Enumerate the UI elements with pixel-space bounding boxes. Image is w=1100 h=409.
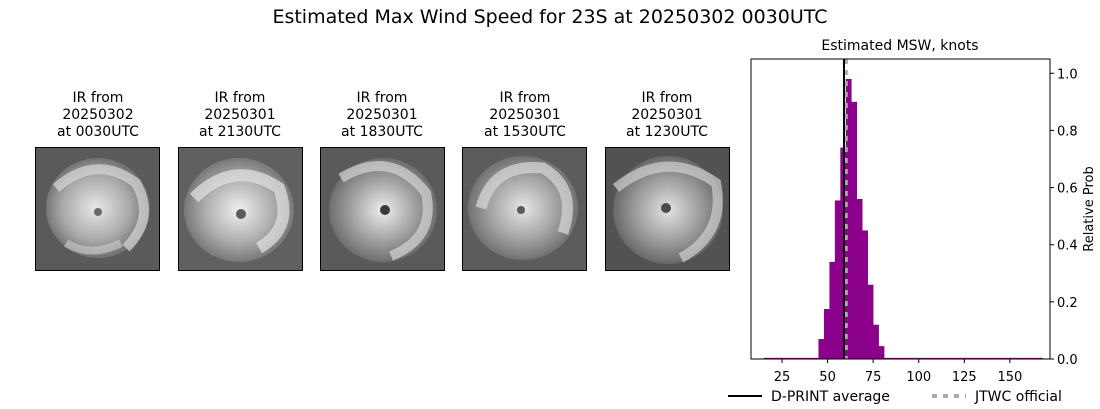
histogram-bar: [823, 309, 830, 359]
histogram-bar: [807, 357, 814, 359]
y-axis-label: Relative Prob: [1082, 166, 1097, 251]
y-tick-label: 0.4: [1057, 239, 1078, 254]
histogram-bar: [791, 357, 797, 359]
histogram-bar: [1004, 357, 1011, 359]
ir-panel-4-line2: 20250301: [489, 107, 561, 123]
histogram-bar: [889, 357, 896, 359]
histogram-bar: [916, 357, 923, 359]
y-tick-label: 0.8: [1057, 124, 1078, 139]
ir-panel-2-line3: at 2130UTC: [199, 124, 281, 140]
histogram-bar: [1031, 357, 1038, 359]
ir-panel-1-line2: 20250302: [62, 107, 134, 123]
histogram-bar: [785, 357, 792, 359]
ir-panel-title-1: IR from 20250302 at 0030UTC: [28, 90, 168, 141]
x-tick-label: 125: [952, 370, 977, 385]
x-axis-ticks: 25 50 75 100 125 150: [774, 359, 1022, 385]
plot-frame: [750, 58, 1051, 360]
histogram-bar: [938, 357, 945, 359]
ir-panel-3-line2: 20250301: [346, 107, 418, 123]
histogram-bar: [802, 357, 808, 359]
histogram-bar: [873, 324, 879, 359]
x-tick-label: 25: [774, 370, 791, 385]
y-tick-label: 0.6: [1057, 182, 1078, 197]
histogram-bar: [774, 357, 781, 359]
ir-panel-1-line3: at 0030UTC: [57, 124, 139, 140]
ir-panel-title-3: IR from 20250301 at 1830UTC: [312, 90, 452, 141]
histogram-bar: [856, 199, 863, 359]
chart-title: Estimated MSW, knots: [821, 38, 978, 54]
histogram-bar: [818, 339, 825, 359]
histogram-bar: [998, 357, 1005, 359]
ir-panel-4-line3: at 1530UTC: [484, 124, 566, 140]
chart-legend: D-PRINT average JTWC official: [728, 389, 1062, 405]
legend-jtwc-label: JTWC official: [974, 389, 1062, 405]
y-tick-label: 0.0: [1057, 353, 1078, 368]
ir-image-4: [462, 147, 587, 271]
histogram-bar: [982, 357, 989, 359]
histogram-bar: [988, 357, 994, 359]
reference-lines: [842, 59, 848, 359]
histogram-bar: [993, 357, 1000, 359]
ir-panel-2-line2: 20250301: [204, 107, 276, 123]
ir-panel-5-line3: at 1230UTC: [626, 124, 708, 140]
histogram-bar: [1020, 357, 1027, 359]
ir-image-5: [605, 147, 730, 271]
ir-panel-title-5: IR from 20250301 at 1230UTC: [597, 90, 737, 141]
histogram-bar: [1037, 357, 1044, 359]
histogram-bar: [966, 357, 972, 359]
histogram-bar: [769, 357, 776, 359]
histogram-bar: [845, 79, 852, 359]
x-tick-label: 75: [865, 370, 882, 385]
histogram-bars: [763, 79, 1044, 359]
histogram-bar: [1015, 357, 1022, 359]
histogram-bar: [763, 357, 770, 359]
histogram-bar: [927, 357, 934, 359]
ir-panel-title-2: IR from 20250301 at 2130UTC: [170, 90, 310, 141]
y-axis-ticks: 0.0 0.2 0.4 0.6 0.8 1.0: [1050, 67, 1078, 368]
x-tick-label: 50: [819, 370, 836, 385]
histogram-bar: [878, 346, 885, 359]
histogram-bar: [960, 357, 967, 359]
ir-panel-3-line1: IR from: [356, 90, 408, 106]
histogram-bar: [933, 357, 940, 359]
histogram-bar: [922, 357, 929, 359]
histogram-bar: [895, 357, 901, 359]
histogram-bar: [977, 357, 983, 359]
figure-title: Estimated Max Wind Speed for 23S at 2025…: [272, 6, 828, 28]
histogram-bar: [944, 357, 951, 359]
ir-panel-5-line1: IR from: [641, 90, 693, 106]
y-tick-label: 0.2: [1057, 296, 1078, 311]
ir-panel-1-line1: IR from: [72, 90, 124, 106]
ir-panel-4-line1: IR from: [499, 90, 551, 106]
ir-panel-title-4: IR from 20250301 at 1530UTC: [455, 90, 595, 141]
histogram-bar: [955, 357, 961, 359]
histogram-bar: [829, 261, 836, 359]
legend-dprint-label: D-PRINT average: [771, 389, 890, 405]
histogram-bar: [796, 357, 803, 359]
histogram-bar: [905, 357, 912, 359]
histogram-bar: [862, 230, 868, 359]
histogram-bar: [911, 357, 918, 359]
y-tick-label: 1.0: [1057, 67, 1078, 82]
histogram-bar: [900, 357, 907, 359]
ir-image-2: [178, 147, 303, 271]
histogram-bar: [1009, 357, 1016, 359]
histogram-bar: [812, 357, 819, 359]
histogram-bar: [867, 284, 874, 359]
ir-panel-3-line3: at 1830UTC: [341, 124, 423, 140]
ir-panel-2-line1: IR from: [214, 90, 266, 106]
histogram-bar: [1026, 357, 1033, 359]
histogram-bar: [949, 357, 956, 359]
ir-image-3: [320, 147, 445, 271]
x-tick-label: 150: [997, 370, 1022, 385]
histogram-bar: [971, 357, 978, 359]
ir-panel-5-line2: 20250301: [631, 107, 703, 123]
histogram-bar: [884, 357, 890, 359]
histogram-bar: [834, 200, 841, 359]
x-tick-label: 100: [906, 370, 931, 385]
histogram-bar: [851, 101, 858, 359]
ir-image-1: [35, 147, 160, 271]
histogram-bar: [780, 357, 786, 359]
